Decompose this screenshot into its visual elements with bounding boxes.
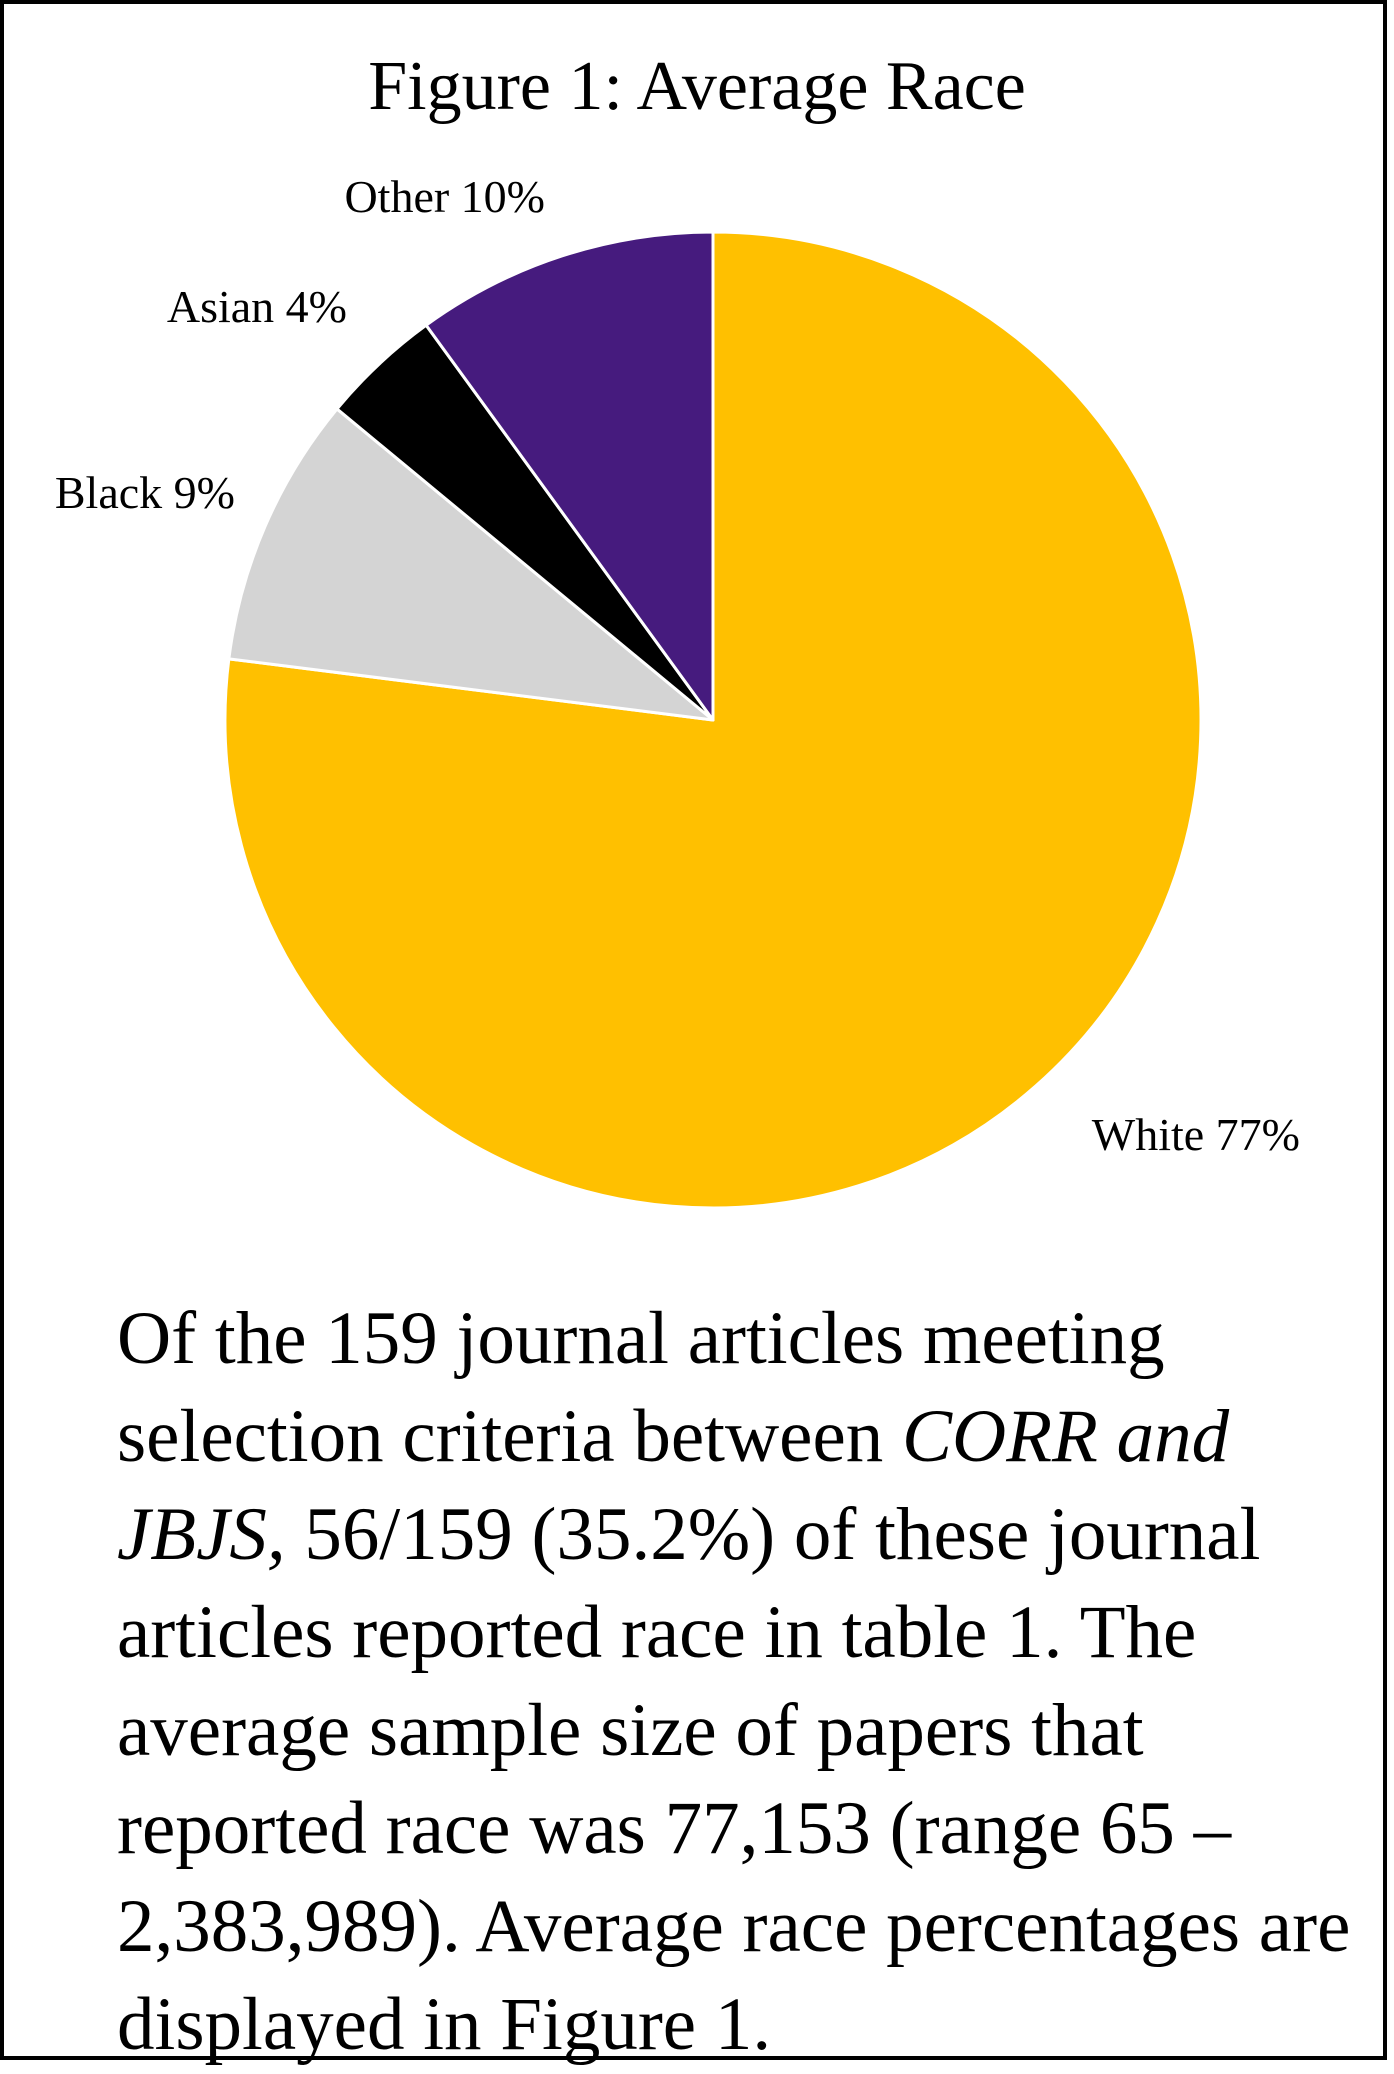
slice-label-white: White 77%	[1092, 1109, 1300, 1160]
pie-labels: White 77% Black 9% Asian 4% Other 10%	[55, 171, 1300, 1160]
pie-chart: White 77% Black 9% Asian 4% Other 10%	[55, 171, 1300, 1210]
caption-text-2: 56/159 (35.2%) of these journal articles…	[117, 1493, 1351, 2066]
chart-title: Figure 1: Average Race	[368, 48, 1026, 125]
pie-slices	[223, 230, 1203, 1210]
pie-slice-black	[227, 407, 715, 722]
caption-italic-journals: CORR and JBJS,	[117, 1395, 1230, 1576]
pie-slice-other	[424, 230, 715, 722]
slice-label-asian: Asian 4%	[167, 281, 347, 332]
slice-label-other: Other 10%	[344, 171, 545, 222]
figure-caption: Of the 159 journal articles meeting sele…	[117, 1290, 1357, 2074]
slice-label-black: Black 9%	[55, 467, 235, 518]
caption-text-1: Of the 159 journal articles meeting sele…	[117, 1297, 1165, 1478]
